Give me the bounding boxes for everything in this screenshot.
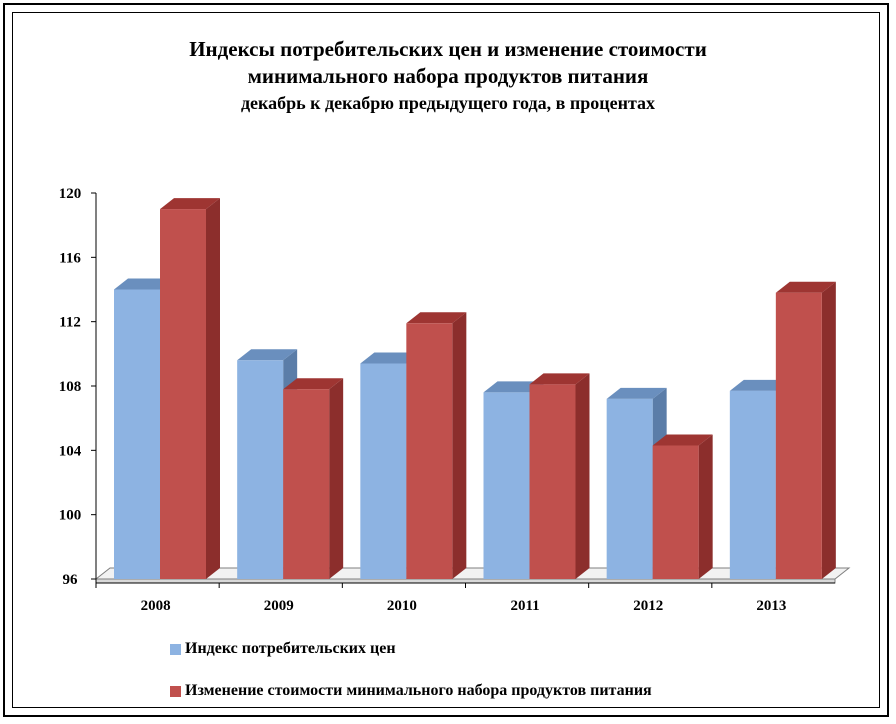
- y-tick-label: 108: [59, 379, 82, 395]
- x-tick-label: 2010: [387, 598, 417, 614]
- legend-swatch-1: [170, 643, 181, 655]
- bar-2010-series-2: [406, 323, 453, 579]
- x-tick-label: 2012: [633, 598, 663, 614]
- bar-2009-series-2-side: [329, 378, 344, 579]
- chart-title-block: Индексы потребительских цен и изменение …: [0, 36, 896, 115]
- legend: Индекс потребительских цен Изменение сто…: [170, 640, 652, 724]
- legend-item-2: Изменение стоимости минимального набора …: [170, 682, 652, 700]
- y-tick-label: 112: [59, 315, 81, 331]
- floor-front: [95, 578, 836, 584]
- bar-2010-series-1: [360, 363, 407, 579]
- bar-2012-series-2: [652, 445, 699, 579]
- bar-2011-series-2-top: [529, 373, 590, 385]
- bar-2010-series-2-side: [452, 312, 467, 579]
- x-tick-label: 2009: [264, 598, 294, 614]
- bar-2008-series-2: [160, 209, 206, 580]
- bar-2009-series-1-top: [237, 349, 298, 361]
- legend-swatch-2: [170, 685, 181, 697]
- chart-title-line-1: Индексы потребительских цен и изменение …: [189, 37, 707, 61]
- legend-label-1: Индекс потребительских цен: [185, 640, 396, 657]
- bar-2010-series-1-top: [360, 352, 421, 364]
- bar-2009-series-1: [237, 360, 284, 579]
- bar-2008-series-2-top: [160, 198, 220, 210]
- bar-2008-series-1: [114, 289, 160, 579]
- bar-2008-series-2-side: [206, 198, 220, 580]
- bar-2012-series-2-top: [652, 434, 713, 446]
- chart-title-line-2: минимального набора продуктов питания: [247, 64, 649, 88]
- bar-2013-series-1-top: [729, 379, 790, 391]
- bar-2011-series-1-top: [483, 381, 544, 393]
- chart-subtitle: декабрь к декабрю предыдущего года, в пр…: [240, 93, 656, 113]
- bar-2011-series-1: [483, 392, 530, 579]
- x-tick-label: 2011: [510, 598, 539, 614]
- bar-2011-series-2-side: [575, 373, 590, 579]
- chart-frame: [3, 3, 889, 717]
- y-tick-label: 120: [59, 186, 82, 202]
- bar-2008-series-1-top: [114, 278, 174, 290]
- bar-2010-series-2-top: [406, 312, 467, 324]
- y-tick-label: 104: [59, 443, 82, 459]
- bar-2009-series-2: [283, 389, 330, 579]
- bar-2012-series-2-side: [698, 434, 713, 579]
- bar-2012-series-1-top: [606, 387, 667, 399]
- y-tick-label: 96: [63, 572, 79, 588]
- x-tick-label: 2008: [141, 598, 171, 614]
- bar-2013-series-1: [729, 390, 776, 579]
- x-tick-label: 2013: [756, 598, 786, 614]
- bar-2013-series-2-top: [775, 281, 836, 293]
- chart-frame-inner: [12, 12, 880, 708]
- legend-label-2: Изменение стоимости минимального набора …: [185, 682, 652, 699]
- bar-2013-series-2: [775, 292, 822, 579]
- legend-item-1: Индекс потребительских цен: [170, 640, 652, 658]
- y-tick-label: 100: [59, 508, 82, 524]
- bar-2011-series-2: [529, 384, 576, 579]
- bar-2012-series-1: [606, 398, 653, 579]
- bar-2013-series-2-side: [821, 281, 836, 579]
- y-tick-label: 116: [59, 250, 81, 266]
- bar-2009-series-2-top: [283, 378, 344, 390]
